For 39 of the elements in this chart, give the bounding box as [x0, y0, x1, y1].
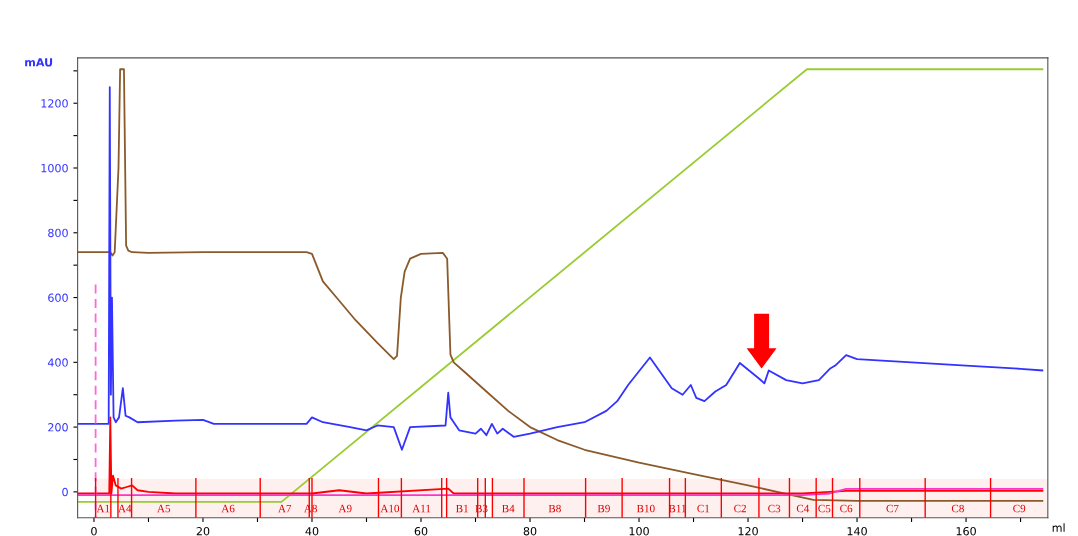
x-tick-label: 80	[523, 527, 537, 536]
y-tick-label: 0	[62, 487, 68, 497]
band-label: B10	[636, 504, 655, 513]
x-tick-label: 140	[847, 527, 867, 536]
y-tick-label: 600	[48, 293, 68, 302]
y-tick-label: 800	[48, 228, 68, 238]
y-tick-label: 400	[47, 358, 68, 367]
band-label: B1	[455, 504, 468, 513]
y-tick-label: 1000	[41, 163, 68, 173]
band-label: A6	[221, 504, 235, 513]
x-tick-label: 160	[956, 527, 976, 536]
band-label: C2	[734, 504, 746, 513]
band-label: A9	[338, 504, 352, 513]
y-axis-title: mAU	[25, 58, 53, 67]
x-tick-label: 60	[414, 527, 428, 536]
band-label: C6	[840, 504, 853, 513]
band-label: B9	[597, 504, 610, 513]
band-label: B4	[502, 504, 515, 513]
band-label: C9	[1013, 504, 1026, 513]
x-tick-label: 40	[305, 527, 319, 536]
y-tick-label: 1200	[41, 99, 68, 108]
band-label: C3	[768, 504, 781, 513]
band-label: A7	[278, 504, 292, 513]
band-label: A11	[412, 504, 431, 513]
x-tick-label: 120	[738, 527, 758, 536]
band-label: A5	[157, 504, 171, 513]
x-tick-label: 0	[91, 527, 97, 536]
x-tick-label: 100	[629, 527, 649, 536]
band-label: B8	[548, 504, 561, 513]
x-tick-label: 20	[196, 527, 210, 536]
y-tick-label: 200	[48, 423, 68, 432]
band-label: C7	[886, 504, 899, 513]
band-label: C4	[796, 504, 810, 513]
x-axis-title: ml	[1052, 523, 1065, 532]
band-label: A1	[96, 504, 110, 513]
band-label: C8	[951, 504, 964, 513]
band-label: A10	[380, 504, 400, 513]
band-label: C1	[697, 504, 710, 513]
band-label: C5	[818, 504, 831, 513]
